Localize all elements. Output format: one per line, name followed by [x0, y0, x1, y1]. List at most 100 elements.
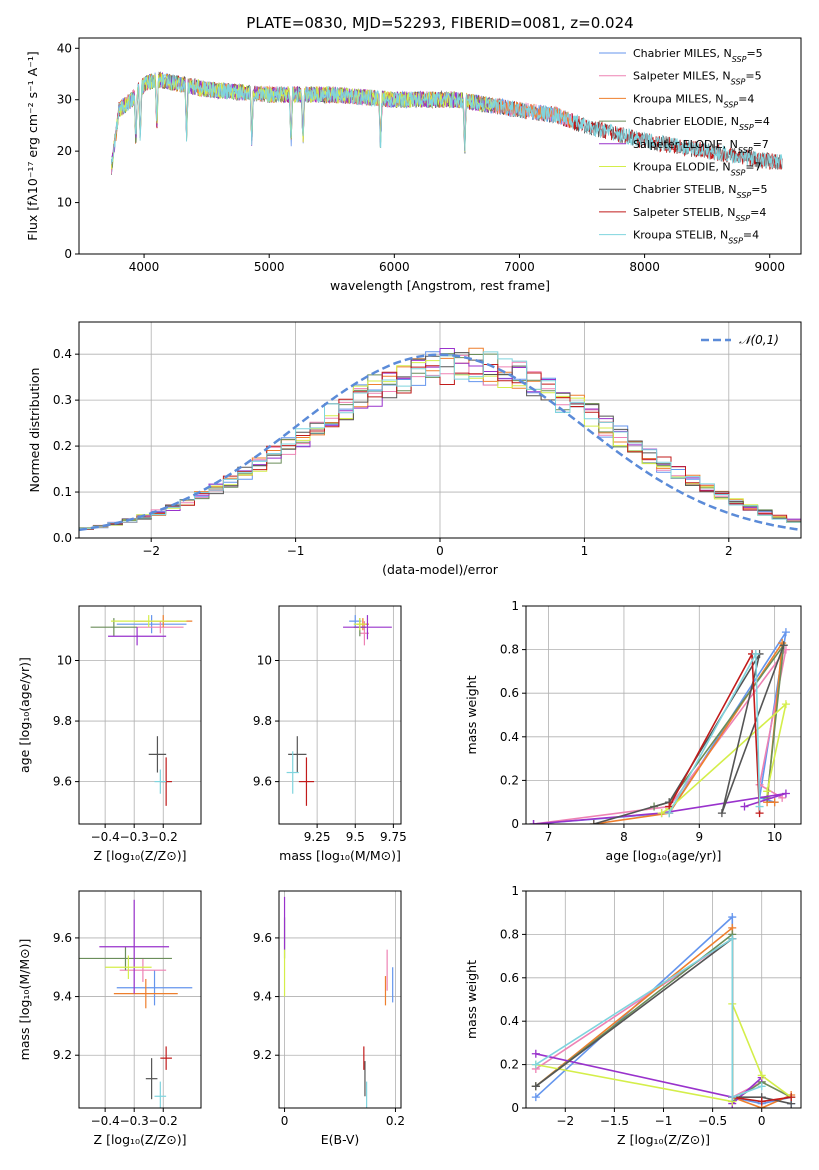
plus-marker	[757, 1071, 766, 1080]
x-axis-label: mass [log₁₀(M/M⊙)]	[279, 848, 401, 863]
errorbar-point	[116, 615, 187, 634]
plot-area	[526, 891, 801, 1108]
plot-area	[279, 891, 401, 1108]
x-tick-label: 2	[725, 544, 733, 558]
x-tick-label: 9.25	[304, 830, 331, 844]
x-tick-label: −0.2	[149, 1114, 178, 1128]
legend-entry: Chabrier ELODIE, NSSP=4	[633, 115, 770, 132]
y-axis-label: Normed distribution	[27, 368, 42, 493]
y-tick-label: 0.6	[500, 971, 519, 985]
errorbar-point	[353, 618, 366, 631]
panel-weight_vs_age: 7 8 9 10 0 0.2 0.4 0.6 0.8 1 age [log₁₀(age/yr)] ma…	[464, 599, 802, 863]
plus-marker	[531, 1082, 540, 1091]
histogram-step	[79, 351, 801, 530]
plus-marker	[757, 1082, 766, 1091]
panel-spectrum: 4000 5000 6000 7000 8000 9000 0 10 20 30 40 wavelen…	[25, 37, 802, 293]
y-tick-label: 10	[57, 654, 72, 668]
y-axis-label: mass weight	[464, 960, 479, 1039]
y-tick-label: 0.1	[53, 485, 72, 499]
legend-entry: Kroupa STELIB, NSSP=4	[633, 229, 759, 246]
plot-area	[279, 606, 401, 824]
errorbar-point	[298, 757, 315, 806]
legend-entry: Kroupa MILES, NSSP=4	[633, 92, 754, 109]
plus-marker	[728, 934, 737, 943]
x-tick-label: 7000	[504, 260, 535, 274]
plot-area	[79, 606, 201, 824]
plus-marker	[531, 1049, 540, 1058]
x-tick-label: 9.5	[346, 830, 365, 844]
plus-marker	[757, 1097, 766, 1106]
x-tick-label: 7	[545, 830, 553, 844]
plus-marker	[531, 1060, 540, 1069]
spectrum-line	[111, 73, 783, 169]
y-tick-label: 1	[511, 599, 519, 613]
x-tick-label: −1	[655, 1114, 673, 1128]
plus-marker	[787, 1093, 796, 1102]
axes-frame	[278, 890, 402, 1109]
y-tick-label: 0.3	[53, 393, 72, 407]
axes-frame	[78, 605, 202, 825]
y-tick-label: 40	[57, 41, 72, 55]
y-tick-label: 0	[511, 1101, 519, 1115]
x-tick-label: 5000	[254, 260, 285, 274]
y-tick-label: 0.0	[53, 531, 72, 545]
y-tick-label: 0.4	[53, 347, 72, 361]
x-axis-label: Z [log₁₀(Z/Z⊙)]	[94, 848, 187, 863]
plus-marker	[665, 809, 674, 818]
errorbar-point	[286, 751, 299, 794]
x-tick-label: 8	[620, 830, 628, 844]
plot-area	[79, 891, 201, 1108]
axes-frame	[78, 37, 802, 255]
plus-marker	[781, 789, 790, 798]
x-tick-label: 0	[436, 544, 444, 558]
y-tick-label: 0	[511, 817, 519, 831]
y-tick-label: 30	[57, 93, 72, 107]
y-tick-label: 9.6	[53, 775, 72, 789]
y-tick-label: 0.4	[500, 1014, 519, 1028]
y-tick-label: 0.6	[500, 686, 519, 700]
plot-area	[111, 71, 783, 175]
plus-marker	[770, 798, 779, 807]
errorbar-point	[148, 736, 167, 773]
x-tick-label: 9	[695, 830, 703, 844]
axes-frame	[525, 605, 802, 825]
errorbar-point	[99, 899, 170, 994]
axes-frame	[278, 605, 402, 825]
errorbar-point	[113, 978, 178, 1009]
x-tick-label: 9.75	[380, 830, 407, 844]
errorbar-point	[288, 736, 307, 773]
x-tick-label: 0	[281, 1114, 289, 1128]
y-axis-label: Flux [fλ10⁻¹⁷ erg cm⁻² s⁻¹ A⁻¹]	[25, 51, 40, 240]
panel-mass_vs_EBV: 0 0.2 9.2 9.4 9.6 E(B-V)	[253, 890, 405, 1147]
y-tick-label: 9.6	[253, 931, 272, 945]
x-axis-label: E(B-V)	[321, 1132, 360, 1147]
plus-marker	[779, 641, 788, 650]
x-tick-label: −2	[556, 1114, 574, 1128]
x-axis-label: Z [log₁₀(Z/Z⊙)]	[94, 1132, 187, 1147]
spectrum-line	[111, 73, 495, 170]
plus-marker	[717, 809, 726, 818]
x-tick-label: 6000	[379, 260, 410, 274]
y-tick-label: 0.2	[53, 439, 72, 453]
panel-mass_vs_Z: −0.4 −0.3 −0.2 9.2 9.4 9.6 Z [log₁₀(Z/Z⊙)] mass…	[17, 890, 202, 1147]
legend-entry: Kroupa ELODIE, NSSP=7	[633, 161, 762, 178]
x-axis-label: age [log₁₀(age/yr)]	[606, 848, 722, 863]
x-axis-label: Z [log₁₀(Z/Z⊙)]	[617, 1132, 710, 1147]
errorbar-point	[160, 1046, 172, 1070]
y-tick-label: 0.4	[500, 730, 519, 744]
figure-title: PLATE=0830, MJD=52293, FIBERID=0081, z=0…	[246, 14, 633, 32]
x-tick-label: 0	[758, 1114, 766, 1128]
errorbar-point	[119, 958, 167, 982]
plus-marker	[740, 802, 749, 811]
plus-marker	[589, 820, 598, 824]
y-tick-label: 9.4	[253, 990, 272, 1004]
y-tick-label: 1	[511, 884, 519, 898]
plot-area	[526, 606, 801, 824]
legend-entry: Chabrier MILES, NSSP=5	[633, 47, 763, 64]
plot-area	[79, 322, 801, 538]
weight-line	[668, 650, 761, 814]
plus-marker	[781, 628, 790, 637]
errorbar-point	[79, 946, 172, 971]
weight-line	[661, 701, 788, 814]
